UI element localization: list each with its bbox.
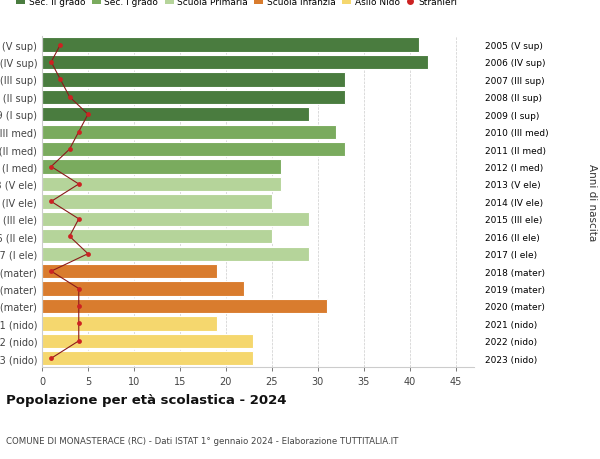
Bar	[42, 212, 308, 226]
Bar	[42, 143, 346, 157]
Bar	[42, 160, 281, 174]
Bar	[42, 125, 336, 140]
Point	[46, 355, 56, 362]
Bar	[42, 317, 217, 331]
Text: Anni di nascita: Anni di nascita	[587, 163, 597, 241]
Bar	[42, 334, 253, 348]
Point	[65, 94, 74, 101]
Point	[74, 302, 83, 310]
Point	[65, 146, 74, 153]
Bar	[42, 247, 308, 261]
Text: Popolazione per età scolastica - 2024: Popolazione per età scolastica - 2024	[6, 393, 287, 406]
Bar	[42, 299, 327, 313]
Bar	[42, 108, 308, 122]
Point	[83, 251, 93, 258]
Bar	[42, 73, 346, 87]
Point	[46, 198, 56, 206]
Point	[74, 320, 83, 327]
Point	[74, 129, 83, 136]
Legend: Sec. II grado, Sec. I grado, Scuola Primaria, Scuola Infanzia, Asilo Nido, Stran: Sec. II grado, Sec. I grado, Scuola Prim…	[16, 0, 458, 7]
Point	[74, 181, 83, 188]
Point	[74, 337, 83, 345]
Point	[74, 216, 83, 223]
Bar	[42, 230, 272, 244]
Point	[65, 233, 74, 241]
Bar	[42, 56, 428, 70]
Text: COMUNE DI MONASTERACE (RC) - Dati ISTAT 1° gennaio 2024 - Elaborazione TUTTITALI: COMUNE DI MONASTERACE (RC) - Dati ISTAT …	[6, 436, 398, 445]
Bar	[42, 352, 253, 366]
Bar	[42, 282, 244, 296]
Point	[56, 42, 65, 49]
Point	[46, 163, 56, 171]
Point	[74, 285, 83, 292]
Point	[46, 268, 56, 275]
Bar	[42, 195, 272, 209]
Point	[46, 59, 56, 67]
Point	[83, 112, 93, 119]
Bar	[42, 38, 419, 52]
Bar	[42, 90, 346, 105]
Bar	[42, 264, 217, 279]
Bar	[42, 178, 281, 192]
Point	[56, 77, 65, 84]
